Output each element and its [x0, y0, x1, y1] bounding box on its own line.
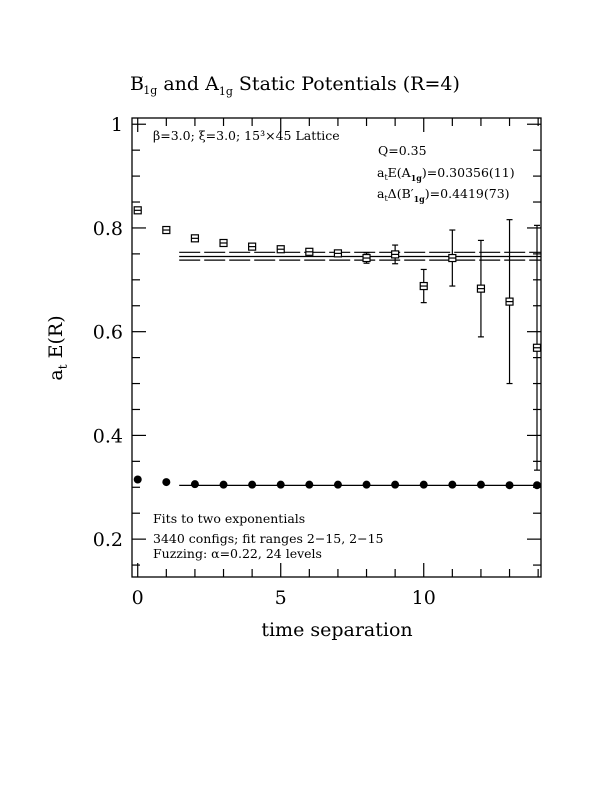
annotation-fuzzing: Fuzzing: α=0.22, 24 levels [153, 546, 322, 561]
y-tick-label: 0.2 [93, 529, 123, 551]
annotation-q: Q=0.35 [378, 143, 427, 158]
data-marks [133, 206, 542, 490]
y-tick-label: 1 [111, 114, 123, 136]
annotation-configs: 3440 configs; fit ranges 2−15, 2−15 [153, 531, 384, 546]
data-point-circle [219, 480, 228, 489]
data-point-circle [305, 480, 314, 489]
annotation-energy: atE(A1g)=0.30356(11) [377, 165, 515, 183]
data-point-circle [333, 480, 342, 489]
y-tick-label: 0.4 [93, 425, 123, 447]
data-point-circle [476, 480, 485, 489]
annotation-lattice: β=3.0; ξ=3.0; 15³×45 Lattice [153, 128, 340, 143]
data-point-circle [362, 480, 371, 489]
data-point-circle [533, 481, 541, 490]
data-point-circle [505, 481, 514, 490]
fit-lines [179, 251, 541, 487]
data-point-circle [248, 480, 257, 489]
x-tick-label: 0 [132, 587, 144, 609]
data-point-circle [133, 475, 142, 484]
y-tick-label: 0.8 [93, 218, 123, 240]
data-point-circle [448, 480, 457, 489]
annotation-delta: atΔ(B′1g)=0.4419(73) [377, 186, 510, 204]
data-point-circle [190, 480, 199, 489]
data-point-circle [276, 480, 285, 489]
data-point-circle [162, 478, 171, 487]
data-point-circle [391, 480, 400, 489]
chart-title: B′1g and A1g Static Potentials (R=4) [130, 73, 460, 98]
x-axis-label: time separation [261, 619, 412, 641]
y-axis-label: at E(R) [45, 315, 70, 380]
x-tick-label: 5 [275, 587, 287, 609]
annotation-fits: Fits to two exponentials [153, 511, 305, 526]
data-point-circle [419, 480, 428, 489]
x-tick-label: 10 [412, 587, 436, 609]
y-tick-label: 0.6 [93, 322, 123, 344]
